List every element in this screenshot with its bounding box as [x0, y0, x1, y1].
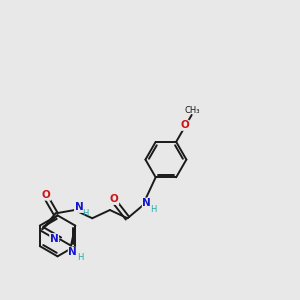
- Text: CH₃: CH₃: [184, 106, 200, 116]
- Text: H: H: [150, 205, 157, 214]
- Text: N: N: [142, 198, 151, 208]
- Text: H: H: [77, 254, 83, 262]
- Text: O: O: [110, 194, 119, 204]
- Text: O: O: [42, 190, 51, 200]
- Text: N: N: [75, 202, 83, 212]
- Text: O: O: [180, 120, 189, 130]
- Text: N: N: [68, 247, 77, 257]
- Text: H: H: [82, 209, 88, 218]
- Text: N: N: [50, 234, 58, 244]
